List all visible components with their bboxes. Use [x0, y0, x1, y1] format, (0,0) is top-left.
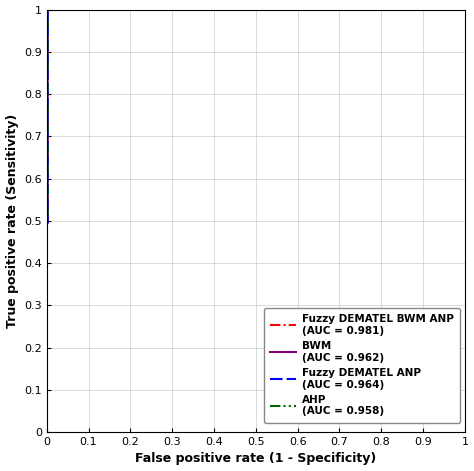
X-axis label: False positive rate (1 - Specificity): False positive rate (1 - Specificity) [135, 453, 376, 465]
Y-axis label: True positive rate (Sensitivity): True positive rate (Sensitivity) [6, 114, 18, 328]
Legend: Fuzzy DEMATEL BWM ANP
(AUC = 0.981), BWM
(AUC = 0.962), Fuzzy DEMATEL ANP
(AUC =: Fuzzy DEMATEL BWM ANP (AUC = 0.981), BWM… [264, 308, 460, 422]
